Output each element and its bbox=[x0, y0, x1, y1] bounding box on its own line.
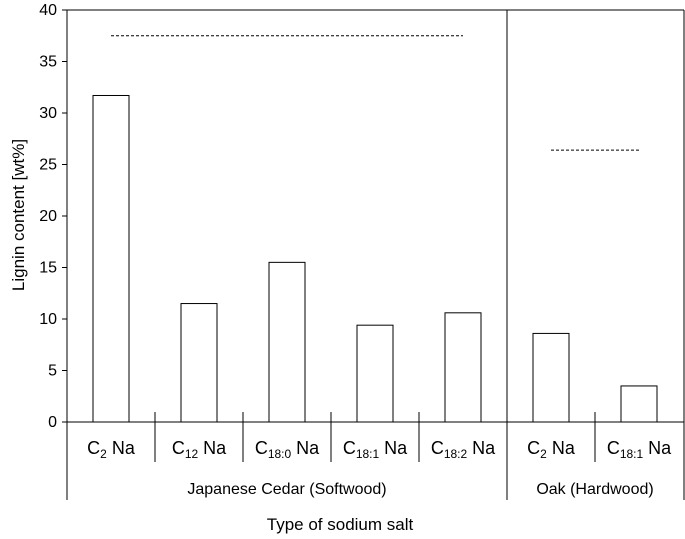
y-tick-label: 40 bbox=[39, 2, 57, 19]
x-tick-label: C2 Na bbox=[87, 438, 136, 461]
x-tick-label: C12 Na bbox=[172, 438, 227, 461]
bar bbox=[92, 94, 130, 423]
axes bbox=[62, 9, 685, 500]
bar bbox=[444, 312, 482, 423]
y-tick-label: 30 bbox=[39, 105, 57, 122]
bar bbox=[180, 303, 218, 423]
y-tick-label: 10 bbox=[39, 311, 57, 328]
x-tick-label: C18:2 Na bbox=[431, 438, 496, 461]
x-tick-label: C18:1 Na bbox=[343, 438, 408, 461]
y-tick-label: 0 bbox=[48, 414, 57, 431]
bars bbox=[92, 35, 658, 423]
bar bbox=[268, 261, 306, 423]
x-tick-label: C18:1 Na bbox=[607, 438, 672, 461]
group-label: Japanese Cedar (Softwood) bbox=[187, 481, 386, 498]
y-tick-label: 20 bbox=[39, 208, 57, 225]
y-axis-title: Lignin content [wt%] bbox=[9, 139, 28, 291]
x-tick-label: C2 Na bbox=[527, 438, 576, 461]
y-tick-label: 15 bbox=[39, 260, 57, 277]
x-axis-title: Type of sodium salt bbox=[267, 515, 414, 534]
bar bbox=[532, 332, 570, 423]
bar bbox=[356, 324, 394, 423]
group-label: Oak (Hardwood) bbox=[536, 481, 653, 498]
y-tick-label: 25 bbox=[39, 157, 57, 174]
y-tick-label: 35 bbox=[39, 54, 57, 71]
y-tick-label: 5 bbox=[48, 363, 57, 380]
labels: 0 5 10 15 20 25 30 35 40 C2 Na C12 Na C18:0 Na C18:1… bbox=[39, 2, 672, 498]
x-tick-label: C18:0 Na bbox=[255, 438, 320, 461]
bar bbox=[620, 385, 658, 423]
